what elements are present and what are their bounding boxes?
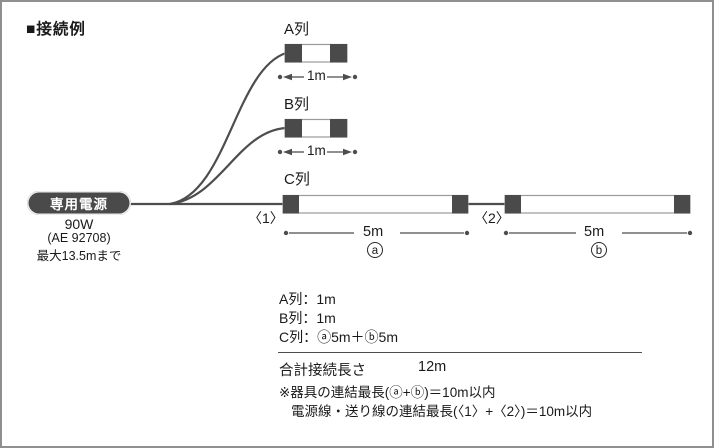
summary-row-b: B列：1m: [279, 310, 336, 326]
row-c-fixture-bar-a: [282, 194, 469, 214]
segment-a-circle-mark: a: [367, 242, 383, 258]
panel-title: ■接続例: [26, 21, 86, 38]
wire-branch-to-row-a: [169, 51, 287, 206]
power-supply-max-length: 最大13.5mまで: [36, 248, 122, 263]
row-a-fixture-bar: [284, 43, 348, 63]
seg-b-length-text: 5m: [584, 224, 605, 240]
row-a-length-text: 1m: [307, 68, 326, 83]
total-length-label: 合計接続長さ: [279, 363, 366, 379]
note-wire-max: 電源線・送り線の連結最長(〈1〉+〈2〉)＝10m以内: [291, 404, 593, 419]
dimension-row-a-1m: [277, 73, 358, 81]
note-fixture-max: ※器具の連結最長(ⓐ+ⓑ)＝10m以内: [279, 385, 496, 400]
wire-branch-to-row-b: [169, 126, 287, 206]
wire2-label: 〈2〉: [474, 210, 510, 226]
total-length-value: 12m: [418, 359, 447, 375]
power-supply-label: 専用電源: [50, 197, 108, 212]
dimension-row-b-1m: [277, 148, 358, 156]
row-c-label: C列: [284, 171, 310, 188]
segment-b-circle-mark: b: [591, 242, 607, 258]
row-c-fixture-bar-b: [504, 194, 691, 214]
power-supply-wattage: 90W: [64, 216, 94, 232]
row-b-label: B列: [284, 96, 310, 113]
dimension-seg-a-5m: [283, 230, 470, 236]
power-supply-model: (AE 92708): [47, 231, 111, 245]
summary-row-c: C列：ⓐ5m＋ⓑ5m: [279, 329, 399, 345]
summary-divider: [278, 352, 642, 354]
row-a-label: A列: [284, 21, 310, 38]
power-supply-box: 専用電源: [27, 191, 131, 215]
dimension-seg-b-5m: [503, 230, 693, 236]
summary-row-a: A列：1m: [279, 291, 336, 307]
seg-a-length-text: 5m: [363, 224, 384, 240]
wire1-label: 〈1〉: [248, 210, 284, 226]
row-b-length-text: 1m: [307, 143, 326, 158]
row-b-fixture-bar: [284, 118, 348, 138]
